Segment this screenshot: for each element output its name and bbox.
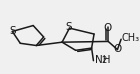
Text: CH₃: CH₃ [122, 33, 140, 44]
Text: 2: 2 [102, 56, 107, 65]
Text: O: O [103, 23, 112, 33]
Text: NH: NH [95, 55, 110, 65]
Text: S: S [66, 22, 72, 32]
Text: S: S [10, 26, 16, 36]
Text: O: O [113, 44, 122, 54]
